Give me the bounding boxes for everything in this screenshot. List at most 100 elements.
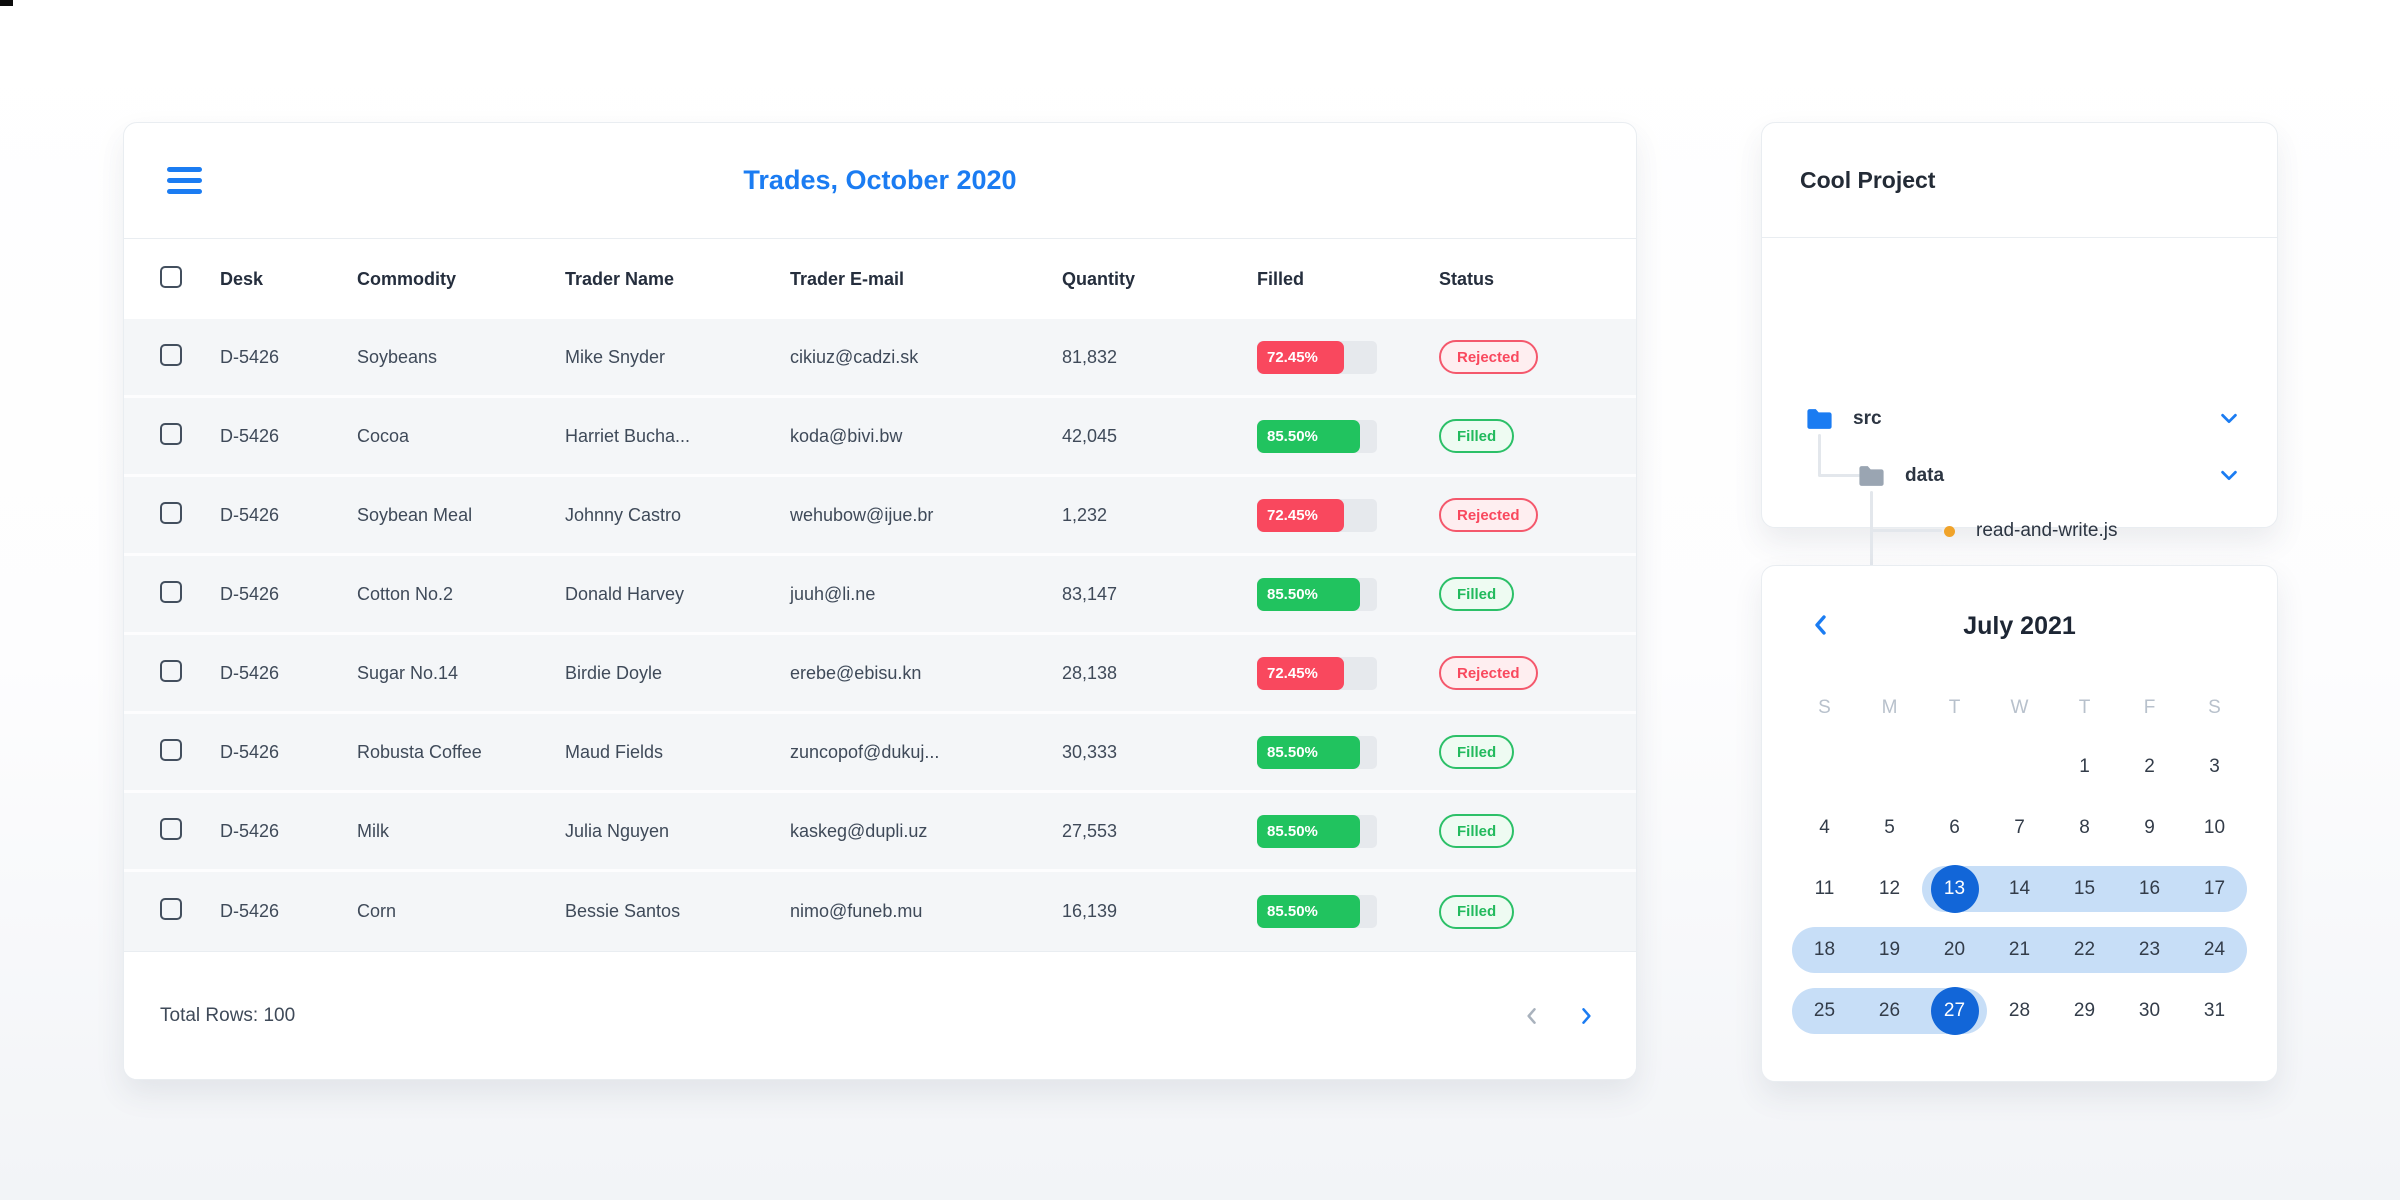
status-badge: Filled <box>1439 735 1515 769</box>
select-all-checkbox[interactable] <box>160 265 182 288</box>
day-cell[interactable]: 31 <box>2182 980 2247 1041</box>
row-checkbox[interactable] <box>160 501 182 524</box>
status-badge: Filled <box>1439 419 1515 453</box>
day-cell[interactable]: 5 <box>1857 797 1922 858</box>
tree-item-src[interactable]: src <box>1762 396 2277 442</box>
calendar-week-row: 25 26 27 28 29 30 31 <box>1792 980 2247 1041</box>
day-cell[interactable]: 23 <box>2117 919 2182 980</box>
empty-day-cell <box>1987 736 2052 797</box>
calendar-header: July 2021 <box>1762 566 2277 686</box>
day-cell[interactable]: 8 <box>2052 797 2117 858</box>
project-card-header: Cool Project <box>1762 123 2277 238</box>
filled-progress-bar: 85.50% <box>1257 895 1377 928</box>
table-footer: Total Rows: 100 <box>124 951 1636 1079</box>
row-checkbox[interactable] <box>160 817 182 840</box>
row-checkbox[interactable] <box>160 343 182 366</box>
tree-connector <box>1870 529 1942 532</box>
cell-quantity: 42,045 <box>1062 425 1118 446</box>
day-cell[interactable]: 4 <box>1792 797 1857 858</box>
day-cell[interactable]: 26 <box>1857 980 1922 1041</box>
day-cell[interactable]: 18 <box>1792 919 1857 980</box>
selected-range-band <box>1792 926 2247 973</box>
row-checkbox[interactable] <box>160 898 182 920</box>
day-cell[interactable]: 1 <box>2052 736 2117 797</box>
cell-trader: Birdie Doyle <box>565 662 663 683</box>
column-header-trader-email: Trader E-mail <box>790 268 905 289</box>
filled-percent-label: 85.50% <box>1267 822 1318 840</box>
cell-email: cikiuz@cadzi.sk <box>790 346 919 367</box>
status-badge: Rejected <box>1439 656 1538 690</box>
day-cell[interactable]: 12 <box>1857 858 1922 919</box>
collapse-data-button[interactable] <box>2217 464 2241 488</box>
day-cell[interactable]: 24 <box>2182 919 2247 980</box>
cell-desk: D-5426 <box>220 820 280 841</box>
tree-item-data[interactable]: data <box>1762 453 2277 499</box>
day-cell[interactable]: 2 <box>2117 736 2182 797</box>
row-checkbox[interactable] <box>160 422 182 445</box>
day-cell[interactable]: 30 <box>2117 980 2182 1041</box>
day-cell[interactable]: 6 <box>1922 797 1987 858</box>
day-cell[interactable]: 10 <box>2182 797 2247 858</box>
filled-progress-bar: 72.45% <box>1257 340 1377 374</box>
collapse-src-button[interactable] <box>2217 407 2241 431</box>
day-cell[interactable]: 28 <box>1987 980 2052 1041</box>
tree-item-file[interactable]: read-and-write.js <box>1762 508 2277 554</box>
status-badge: Rejected <box>1439 340 1538 374</box>
dow-label: S <box>1818 697 1831 718</box>
tree-item-label: src <box>1853 408 1882 429</box>
next-page-button[interactable] <box>1572 1002 1600 1030</box>
trades-card-header: Trades, October 2020 <box>124 123 1636 239</box>
day-cell[interactable]: 7 <box>1987 797 2052 858</box>
calendar-prev-month-button[interactable] <box>1808 613 1834 639</box>
cell-trader: Julia Nguyen <box>565 820 670 841</box>
day-cell[interactable]: 19 <box>1857 919 1922 980</box>
day-cell[interactable]: 29 <box>2052 980 2117 1041</box>
menu-button[interactable] <box>167 166 203 196</box>
column-header-status: Status <box>1439 268 1495 289</box>
day-cell[interactable]: 16 <box>2117 858 2182 919</box>
filled-progress-bar: 72.45% <box>1257 498 1377 532</box>
day-cell[interactable]: 21 <box>1987 919 2052 980</box>
day-cell[interactable]: 25 <box>1792 980 1857 1041</box>
project-title: Cool Project <box>1800 166 1936 193</box>
column-header-trader-name: Trader Name <box>565 268 675 289</box>
status-badge: Filled <box>1439 577 1515 611</box>
day-cell[interactable]: 14 <box>1987 858 2052 919</box>
calendar-week-row: 11 12 13 14 15 16 17 <box>1792 858 2247 919</box>
prev-page-button[interactable] <box>1518 1002 1546 1030</box>
cell-quantity: 28,138 <box>1062 662 1118 683</box>
day-cell[interactable]: 20 <box>1922 919 1987 980</box>
cell-desk: D-5426 <box>220 901 280 921</box>
filled-percent-label: 85.50% <box>1267 743 1318 761</box>
row-checkbox[interactable] <box>160 659 182 682</box>
file-dot-icon <box>1944 525 1955 537</box>
filled-percent-label: 85.50% <box>1267 903 1318 920</box>
day-cell[interactable]: 11 <box>1792 858 1857 919</box>
day-cell[interactable]: 15 <box>2052 858 2117 919</box>
row-checkbox[interactable] <box>160 580 182 603</box>
cell-email: zuncopof@dukuj... <box>790 741 940 762</box>
filled-progress-bar: 85.50% <box>1257 735 1377 769</box>
cell-desk: D-5426 <box>220 425 280 446</box>
day-cell[interactable]: 3 <box>2182 736 2247 797</box>
cell-desk: D-5426 <box>220 504 280 525</box>
day-cell[interactable]: 13 <box>1922 858 1987 919</box>
cell-email: nimo@funeb.mu <box>790 901 923 921</box>
cell-email: koda@bivi.bw <box>790 425 903 446</box>
day-cell[interactable]: 17 <box>2182 858 2247 919</box>
filled-progress-bar: 85.50% <box>1257 419 1377 453</box>
day-cell[interactable]: 9 <box>2117 797 2182 858</box>
trades-card: Trades, October 2020 Desk Commodity Trad… <box>123 122 1637 1080</box>
row-checkbox[interactable] <box>160 738 182 761</box>
cell-commodity: Milk <box>357 820 389 841</box>
day-cell[interactable]: 22 <box>2052 919 2117 980</box>
filled-percent-label: 85.50% <box>1267 585 1318 603</box>
table-row: D-5426 Robusta Coffee Maud Fields zuncopof@… <box>124 714 1636 793</box>
cell-commodity: Robusta Coffee <box>357 741 482 762</box>
chevron-left-icon <box>1815 615 1826 635</box>
dow-label: S <box>2208 697 2221 718</box>
day-cell[interactable]: 27 <box>1922 980 1987 1041</box>
calendar-week-row: 18 19 20 21 22 23 24 <box>1792 919 2247 980</box>
table-row: D-5426 Corn Bessie Santos nimo@funeb.mu 16,1… <box>124 872 1636 951</box>
